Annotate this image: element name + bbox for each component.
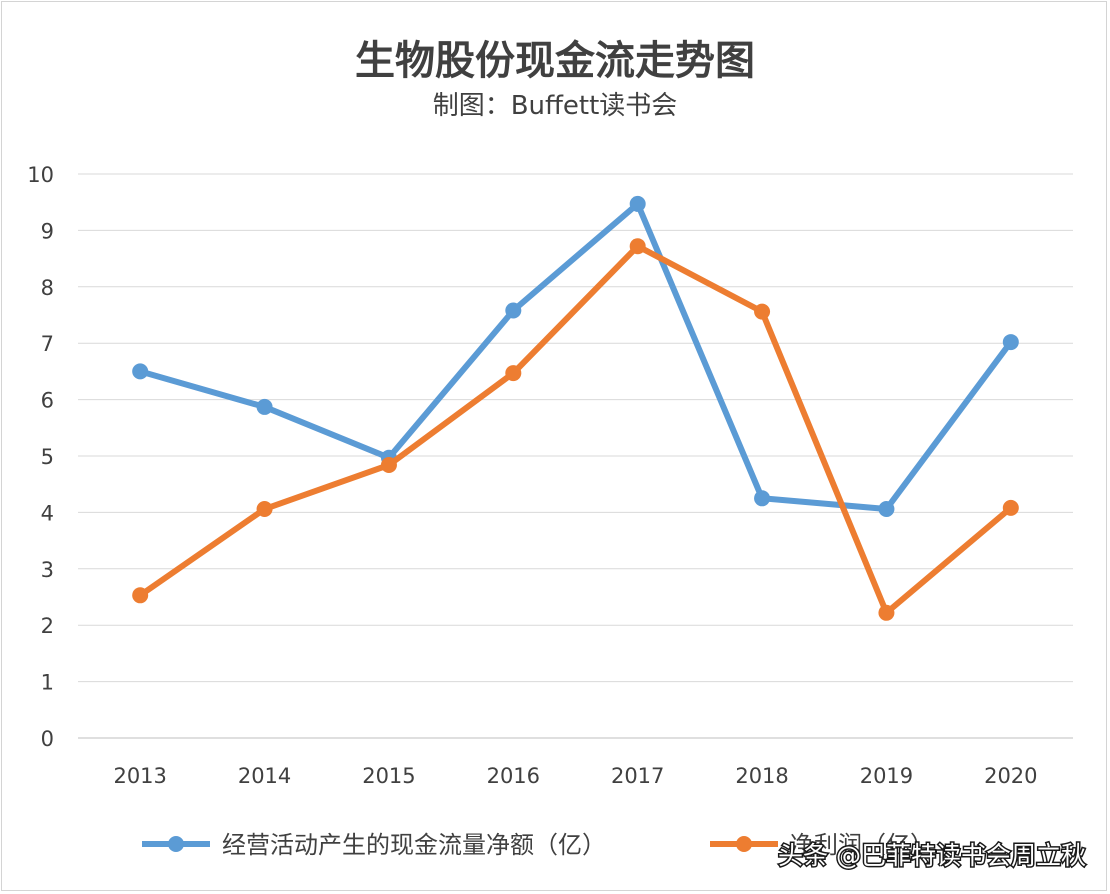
x-tick-label: 2019	[860, 764, 913, 788]
legend: 经营活动产生的现金流量净额（亿） 净利润（亿）	[142, 831, 934, 859]
series-line-1	[137, 243, 1014, 616]
series-layer	[132, 195, 1019, 621]
y-axis-ticks: 0 1 2 3 4 5 6 7 8 9 10	[27, 163, 54, 751]
series-line-0	[137, 200, 1014, 513]
x-tick-label: 2015	[362, 764, 415, 788]
y-tick-label: 5	[41, 445, 54, 469]
data-point	[878, 501, 895, 518]
x-tick-label: 2018	[735, 764, 788, 788]
data-point	[132, 363, 149, 380]
chart-subtitle: 制图：Buffett读书会	[433, 91, 678, 121]
data-point	[878, 604, 895, 621]
legend-dot-net-profit	[736, 836, 752, 852]
x-tick-label: 2013	[113, 764, 166, 788]
data-point	[256, 398, 273, 415]
legend-label-cash-flow: 经营活动产生的现金流量净额（亿）	[222, 831, 606, 859]
y-tick-label: 0	[41, 727, 54, 751]
y-tick-label: 8	[41, 276, 54, 300]
data-point	[505, 302, 522, 319]
x-tick-label: 2016	[487, 764, 540, 788]
legend-label-net-profit: 净利润（亿）	[790, 831, 934, 859]
y-tick-label: 1	[41, 671, 54, 695]
y-tick-label: 4	[41, 501, 54, 525]
x-tick-label: 2014	[238, 764, 291, 788]
data-point	[380, 457, 397, 474]
chart-title: 生物股份现金流走势图	[355, 38, 755, 84]
data-point	[754, 303, 771, 320]
data-point	[754, 490, 771, 507]
data-point	[629, 238, 646, 255]
watermark: 头条 @巴菲特读书会周立秋	[778, 841, 1086, 870]
data-point	[256, 501, 273, 518]
y-tick-label: 2	[41, 614, 54, 638]
y-tick-label: 10	[27, 163, 54, 187]
y-tick-label: 3	[41, 558, 54, 582]
data-point	[132, 587, 149, 604]
y-tick-label: 7	[41, 332, 54, 356]
data-point	[1002, 334, 1019, 351]
legend-dot-cash-flow	[168, 836, 184, 852]
y-tick-label: 9	[41, 219, 54, 243]
y-tick-label: 6	[41, 389, 54, 413]
data-point	[1002, 499, 1019, 516]
x-tick-label: 2020	[984, 764, 1037, 788]
x-axis-ticks: 2013 2014 2015 2016 2017 2018 2019 2020	[113, 764, 1037, 788]
data-point	[629, 195, 646, 212]
x-tick-label: 2017	[611, 764, 664, 788]
data-point	[505, 365, 522, 382]
